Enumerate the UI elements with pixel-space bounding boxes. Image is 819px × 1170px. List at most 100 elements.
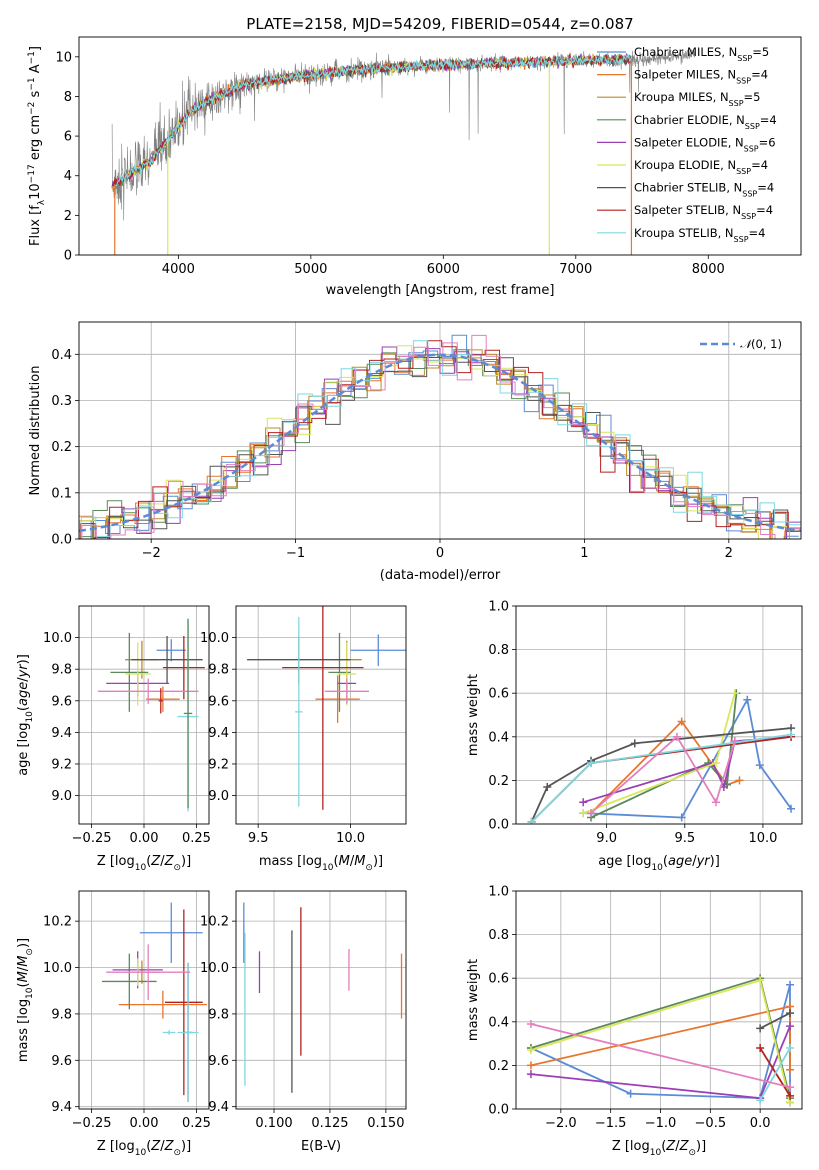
plot-frame (78, 890, 210, 1110)
x-tick-label: 0.25 (182, 1116, 211, 1131)
plot-frame (515, 605, 803, 825)
y-tick-label: 9.4 (51, 726, 72, 741)
mass-weight-line (530, 1023, 791, 1089)
x-tick-label: 9.0 (596, 831, 617, 846)
y-tick-label: 10.0 (43, 961, 72, 976)
x-tick-label: 0.00 (130, 831, 159, 846)
legend-label-main: Kroupa ELODIE, N (634, 158, 736, 172)
mass-weight-marker (626, 1089, 635, 1098)
y-tick-label: 0.0 (51, 533, 72, 548)
x-tick-label: 10.0 (336, 831, 365, 846)
mass-weight-marker (587, 809, 596, 818)
mass-weight-marker (756, 1024, 765, 1033)
mass-x-axis-label: mass [log10(M/M⊙)] (259, 854, 383, 873)
mass-weight-marker (677, 717, 686, 726)
y-tick-label: 0.6 (488, 972, 509, 987)
mass-weight-marker (730, 737, 739, 746)
legend-label-sub: SSP (745, 121, 760, 130)
age-vs-metallicity-panel: −0.25 0.00 0.25 9.0 9.2 9.4 9.6 9.8 10.0 (43, 605, 211, 846)
x-tick-label: 10.0 (748, 831, 777, 846)
legend-label-main: Kroupa MILES, N (634, 90, 729, 104)
legend-label: Chabrier ELODIE, NSSP=4 (634, 113, 777, 131)
y-tick-label: 9.6 (51, 1054, 72, 1069)
residual-histogram-panel: −2 −1 0 1 2 0.0 0.1 0.2 0.3 0.4 𝒩(0, 1) (data-mod… (28, 321, 802, 583)
ylabel-exp1b: −1 (27, 51, 37, 64)
metallicity-x-axis-label-2: Z [log10(Z/Z⊙)] (97, 1139, 191, 1158)
histogram-legend: 𝒩(0, 1) (700, 337, 782, 351)
y-tick-label: 0.6 (488, 687, 509, 702)
y-tick-label: 10.0 (200, 631, 229, 646)
legend-label-main: Chabrier STELIB, N (634, 181, 742, 195)
mass-weight-marker (735, 776, 744, 785)
legend-label: Salpeter STELIB, NSSP=4 (634, 203, 773, 221)
residual-histogram (79, 349, 800, 539)
metallicity-x-axis-label: Z [log10(Z/Z⊙)] (97, 854, 191, 873)
x-tick-label: 2 (725, 546, 733, 561)
y-tick-label: 6 (64, 130, 72, 145)
mass-weight-line (590, 735, 736, 814)
legend-label-end: =5 (744, 90, 761, 104)
y-tick-label: 9.8 (208, 663, 229, 678)
legend-label-sub: SSP (736, 76, 751, 85)
y-tick-label: 9.2 (51, 757, 72, 772)
normal-distribution-curve (79, 353, 801, 533)
legend-label: Chabrier MILES, NSSP=5 (634, 45, 769, 63)
y-tick-label: 9.4 (208, 726, 229, 741)
legend-label: Kroupa MILES, NSSP=5 (634, 90, 760, 108)
plot-frame (235, 605, 407, 825)
y-tick-label: 9.8 (51, 1007, 72, 1022)
spectrum-x-axis-label: wavelength [Angstrom, rest frame] (326, 283, 555, 298)
legend-label-end: =4 (757, 181, 774, 195)
plot-frame (515, 890, 803, 1110)
mass-weight-marker (630, 739, 639, 748)
mass-weight-marker (526, 1070, 535, 1079)
legend-label: Kroupa ELODIE, NSSP=4 (634, 158, 768, 176)
y-tick-label: 0.4 (51, 348, 72, 363)
mass-weight-vs-age-panel: 9.0 9.5 10.0 0.0 0.2 0.4 0.6 0.8 1.0 (488, 600, 803, 846)
mass-weight-marker (743, 695, 752, 704)
residual-histogram (80, 340, 801, 539)
x-tick-label: 4000 (162, 262, 195, 277)
y-tick-label: 0.2 (488, 774, 509, 789)
x-tick-label: 0 (436, 546, 444, 561)
mass-vs-metallicity-panel: −0.25 0.00 0.25 9.4 9.6 9.8 10.0 10.2 (43, 890, 211, 1131)
legend-label: Chabrier STELIB, NSSP=4 (634, 181, 774, 199)
plot-frame (235, 890, 407, 1110)
residual-histogram (79, 345, 801, 539)
y-tick-label: 0.4 (488, 1015, 509, 1030)
legend-label-end: =4 (749, 226, 766, 240)
y-tick-label: 8 (64, 90, 72, 105)
x-tick-label: 0.25 (182, 831, 211, 846)
x-tick-label: 5000 (294, 262, 327, 277)
y-tick-label: 0.0 (488, 818, 509, 833)
legend-label-sub: SSP (734, 234, 749, 243)
y-tick-label: 9.4 (208, 1100, 229, 1115)
mass-weight-line (590, 720, 740, 814)
mass-weight-marker (787, 730, 796, 739)
spectrum-plot-area: 4000 5000 6000 7000 8000 0 2 4 6 8 10 (55, 36, 802, 277)
ylabel-exp2: −2 (27, 102, 37, 115)
mass-weight-marker (786, 1043, 795, 1052)
legend-label-sub: SSP (729, 99, 744, 108)
plot-frame (78, 321, 802, 540)
ylabel-s: s (28, 90, 43, 101)
chart-title: PLATE=2158, MJD=54209, FIBERID=0544, z=0… (246, 15, 633, 33)
x-tick-label: −1.5 (595, 1116, 627, 1131)
ylabel-exp17: −17 (27, 164, 37, 183)
mass-weight-marker (730, 689, 739, 698)
legend-label: Salpeter ELODIE, NSSP=6 (634, 135, 776, 153)
x-tick-label: −2 (142, 546, 161, 561)
y-tick-label: 0.2 (488, 1059, 509, 1074)
legend-label-sub: SSP (737, 54, 752, 63)
mass-weight-line (759, 1047, 791, 1097)
mass-weight-marker (579, 809, 588, 818)
legend-label-main: Salpeter ELODIE, N (634, 135, 744, 149)
x-tick-label: 7000 (559, 262, 592, 277)
mass-weight-marker (543, 782, 552, 791)
y-tick-label: 9.4 (51, 1100, 72, 1115)
y-tick-label: 9.6 (208, 1054, 229, 1069)
mass-y-axis-label: mass [log10(M/M⊙)] (16, 938, 35, 1062)
spectrum-y-axis-label: Flux [fλ10−17 erg cm−2 s−1 A−1] (27, 46, 47, 246)
y-tick-label: 0.8 (488, 928, 509, 943)
